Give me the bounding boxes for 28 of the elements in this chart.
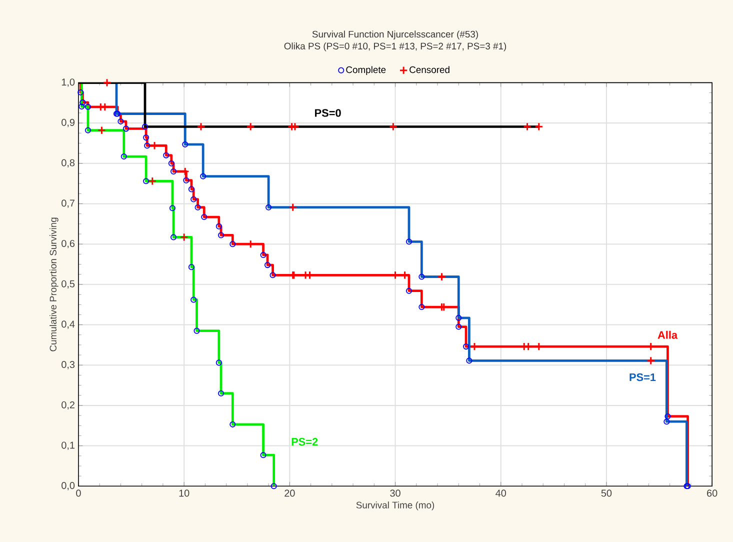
series-label: PS=1: [630, 373, 656, 382]
legend-label: Censored: [410, 66, 450, 74]
series-label: PS=2: [292, 438, 318, 446]
y-tick-label: 0,6: [62, 240, 75, 248]
series-label: PS=0: [315, 109, 341, 117]
legend-label: Complete: [346, 66, 386, 75]
y-tick-label: 0,7: [62, 200, 74, 208]
y-tick-label: 0,3: [62, 361, 75, 370]
x-tick-label: 40: [496, 490, 506, 497]
y-tick-label: 0,8: [62, 159, 75, 168]
x-tick-label: 10: [179, 490, 190, 497]
y-tick-label: 0,0: [62, 482, 75, 490]
y-tick-label: 0,9: [62, 118, 75, 128]
y-tick-label: 1,0: [62, 78, 75, 87]
x-tick-label: 30: [390, 490, 400, 497]
chart-subtitle: Olika PS (PS=0 #10, PS=1 #13, PS=2 #17, PS=3 #1): [284, 42, 506, 52]
series-label: Alla: [658, 330, 678, 339]
y-tick-label: 0,1: [62, 442, 74, 450]
x-axis-title: Survival Time (mo): [356, 502, 434, 510]
y-tick-label: 0,5: [62, 280, 75, 289]
y-axis-title: Cumulative Proportion Surviving: [50, 218, 58, 352]
x-tick-label: 50: [601, 490, 612, 497]
x-tick-label: 60: [707, 490, 718, 497]
x-tick-label: 20: [284, 490, 295, 497]
chart-title: Survival Function Njurcelsscancer (#53): [312, 30, 478, 40]
y-tick-label: 0,4: [62, 320, 75, 329]
y-tick-label: 0,2: [62, 401, 74, 410]
x-tick-label: 0: [76, 490, 81, 497]
